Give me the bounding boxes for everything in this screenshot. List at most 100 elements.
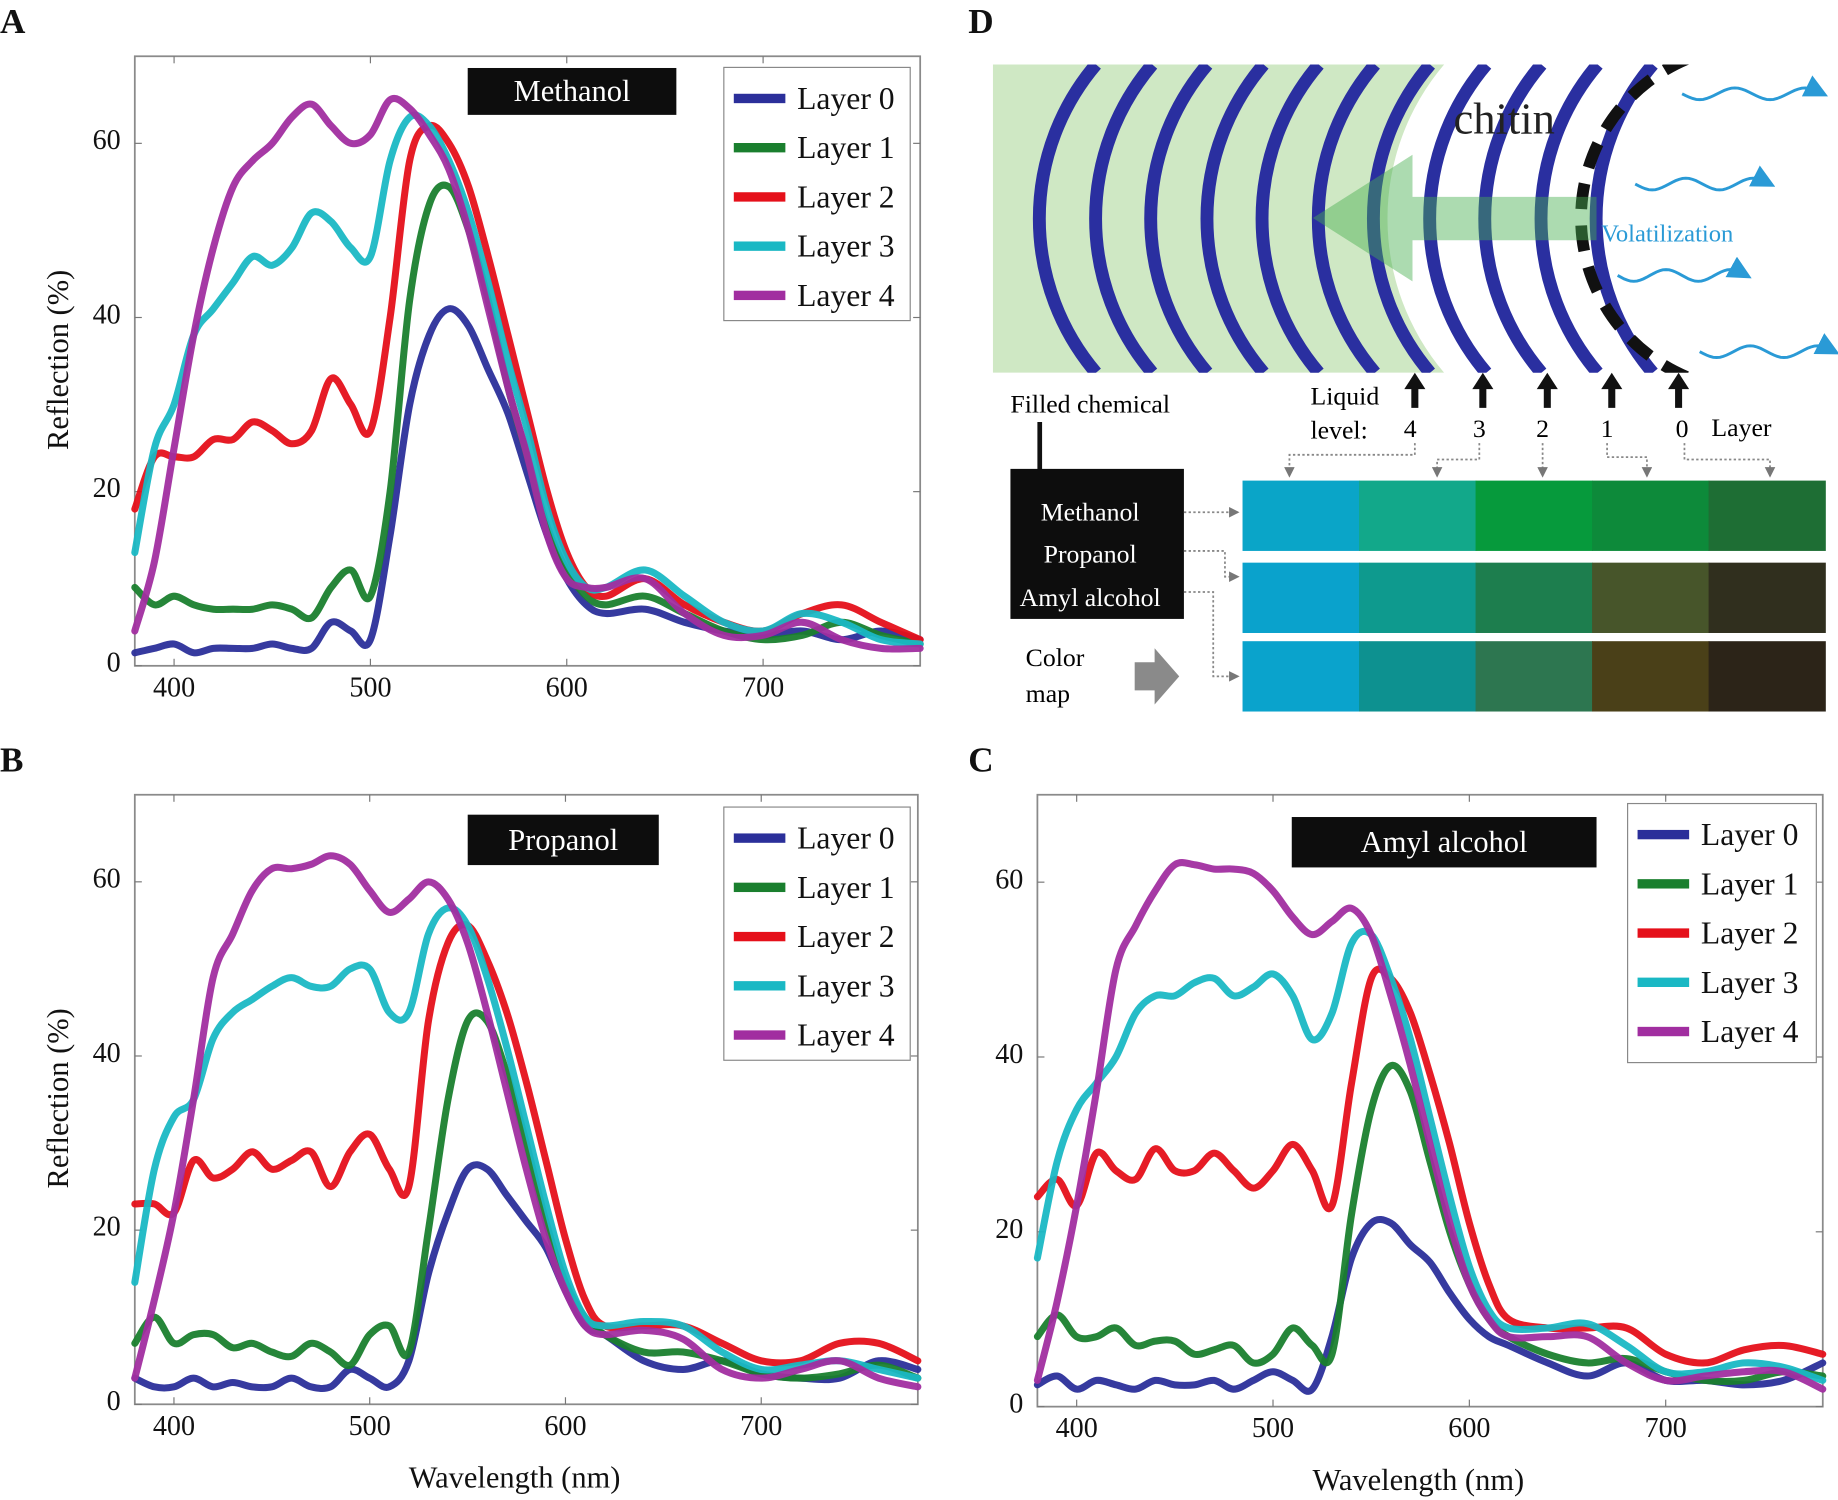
legend-item: Layer 2 — [733, 913, 895, 960]
liquid-surface-dashed-arc — [1575, 64, 1691, 373]
legend-item: Layer 3 — [733, 223, 895, 270]
plot-area-a — [131, 55, 924, 667]
vapor-wave-arrow-icon — [1699, 333, 1838, 359]
legend-label: Layer 0 — [797, 80, 895, 116]
series-line-layer-3 — [1033, 927, 1827, 1384]
y-tick-label: 40 — [995, 1039, 1024, 1070]
legend-swatch-icon — [733, 981, 786, 991]
chemical-amyl-alcohol: Amyl alcohol — [1020, 583, 1161, 612]
y-tick-label: 60 — [92, 125, 121, 157]
level-number: 4 — [1404, 414, 1417, 443]
legend-item: Layer 3 — [733, 962, 895, 1009]
legend: Layer 0 Layer 1 Layer 2 Layer 3 Layer 4 — [723, 66, 911, 322]
x-tick-label: 700 — [1644, 1413, 1687, 1445]
chitin-layer-arc — [1534, 64, 1603, 373]
x-tick-label: 400 — [1055, 1413, 1098, 1445]
series-line-layer-1 — [131, 1009, 922, 1382]
x-tick-label: 500 — [348, 1411, 391, 1442]
level-number: 3 — [1473, 414, 1486, 443]
legend-swatch-icon — [733, 241, 786, 251]
level-label: level: — [1311, 415, 1368, 444]
chart-title: Propanol — [467, 814, 659, 866]
color-row-amyl-alcohol — [1242, 641, 1826, 712]
series-line-layer-0 — [131, 1161, 922, 1393]
dotted-connector — [1183, 591, 1240, 682]
color-cell — [1242, 641, 1360, 712]
arrow-up-icon — [1404, 372, 1426, 408]
legend-swatch-icon — [1637, 829, 1690, 840]
x-tick-label: 600 — [545, 672, 588, 704]
level-numbers: 4 3 2 1 0 — [1404, 414, 1689, 443]
chitin-layer-arc — [1478, 64, 1547, 373]
legend-swatch-icon — [733, 192, 786, 202]
legend-label: Layer 4 — [1700, 1013, 1799, 1049]
legend-swatch-icon — [733, 931, 786, 942]
legend-swatch-icon — [733, 143, 786, 153]
legend-item: Layer 2 — [733, 173, 895, 220]
arrow-up-icon — [1601, 372, 1623, 408]
plot-area-b — [131, 793, 922, 1406]
y-tick-label: 40 — [92, 299, 121, 331]
legend-swatch-icon — [733, 1030, 786, 1040]
legend-swatch-icon — [1637, 977, 1690, 987]
x-tick-label: 600 — [1448, 1413, 1491, 1445]
color-cell — [1708, 562, 1826, 633]
legend-item: Layer 3 — [1637, 959, 1798, 1006]
chitin-layer-arc — [1589, 64, 1658, 373]
y-tick-label: 0 — [106, 648, 121, 679]
x-axis-label: Wavelength (nm) — [1312, 1462, 1525, 1497]
y-axis-label: Reflection (%) — [41, 269, 76, 450]
legend-swatch-icon — [733, 882, 786, 893]
plot-area-c — [1033, 793, 1827, 1408]
legend-item: Layer 1 — [733, 124, 895, 171]
chemical-propanol: Propanol — [1044, 540, 1137, 569]
legend-item: Layer 4 — [733, 1012, 895, 1059]
y-tick-label: 40 — [92, 1038, 121, 1069]
vapor-wave-arrow-icon — [1681, 75, 1829, 102]
color-map-bars — [1242, 480, 1826, 712]
legend-swatch-icon — [733, 93, 786, 104]
chemical-methanol: Methanol — [1041, 497, 1140, 526]
color-cell — [1708, 480, 1826, 551]
chart-title: Amyl alcohol — [1291, 817, 1597, 868]
layer-arrows — [1404, 372, 1690, 408]
panel-label-d: D — [968, 2, 994, 42]
volatilization-label: Volatilization — [1601, 220, 1733, 247]
y-tick-label: 20 — [995, 1214, 1024, 1245]
chitin-layer-arc — [1255, 64, 1324, 373]
legend-label: Layer 3 — [797, 967, 895, 1003]
x-tick-label: 600 — [544, 1411, 587, 1442]
chart-title: Methanol — [467, 67, 677, 115]
color-cell — [1242, 562, 1360, 633]
legend-swatch-icon — [733, 833, 786, 843]
panel-label-b: B — [0, 740, 24, 780]
axes-box — [1036, 793, 1824, 1408]
legend-item: Layer 0 — [1637, 811, 1798, 858]
level-number: 0 — [1676, 414, 1689, 443]
axes-box — [133, 55, 922, 667]
dotted-connector — [1683, 443, 1776, 478]
legend-label: Layer 4 — [797, 1016, 895, 1053]
layer-label: Layer — [1711, 413, 1771, 442]
legend-swatch-icon — [1637, 928, 1690, 938]
dotted-connector — [1183, 550, 1240, 582]
x-tick-label: 700 — [742, 672, 785, 704]
line-chart-b — [131, 793, 922, 1406]
chitin-volatilization-diagram: chitin Volatilization Filled chemical Me… — [992, 64, 1838, 712]
line-chart-c — [1033, 793, 1827, 1408]
color-row-methanol — [1242, 480, 1826, 551]
legend-label: Layer 0 — [797, 819, 895, 856]
series-line-layer-3 — [131, 111, 924, 648]
y-tick-label: 60 — [92, 864, 121, 895]
filled-chemical-label: Filled chemical — [1010, 390, 1170, 419]
chitin-layer-arc — [1089, 64, 1158, 373]
axes-box — [133, 793, 919, 1406]
dotted-connectors — [1183, 443, 1776, 682]
legend-label: Layer 2 — [797, 178, 895, 214]
color-cell — [1475, 641, 1593, 712]
series-line-layer-2 — [131, 121, 924, 644]
series-line-layer-1 — [1033, 1061, 1827, 1386]
legend-label: Layer 1 — [797, 129, 895, 165]
legend: Layer 0 Layer 1 Layer 2 Layer 3 Layer 4 — [1627, 802, 1817, 1064]
